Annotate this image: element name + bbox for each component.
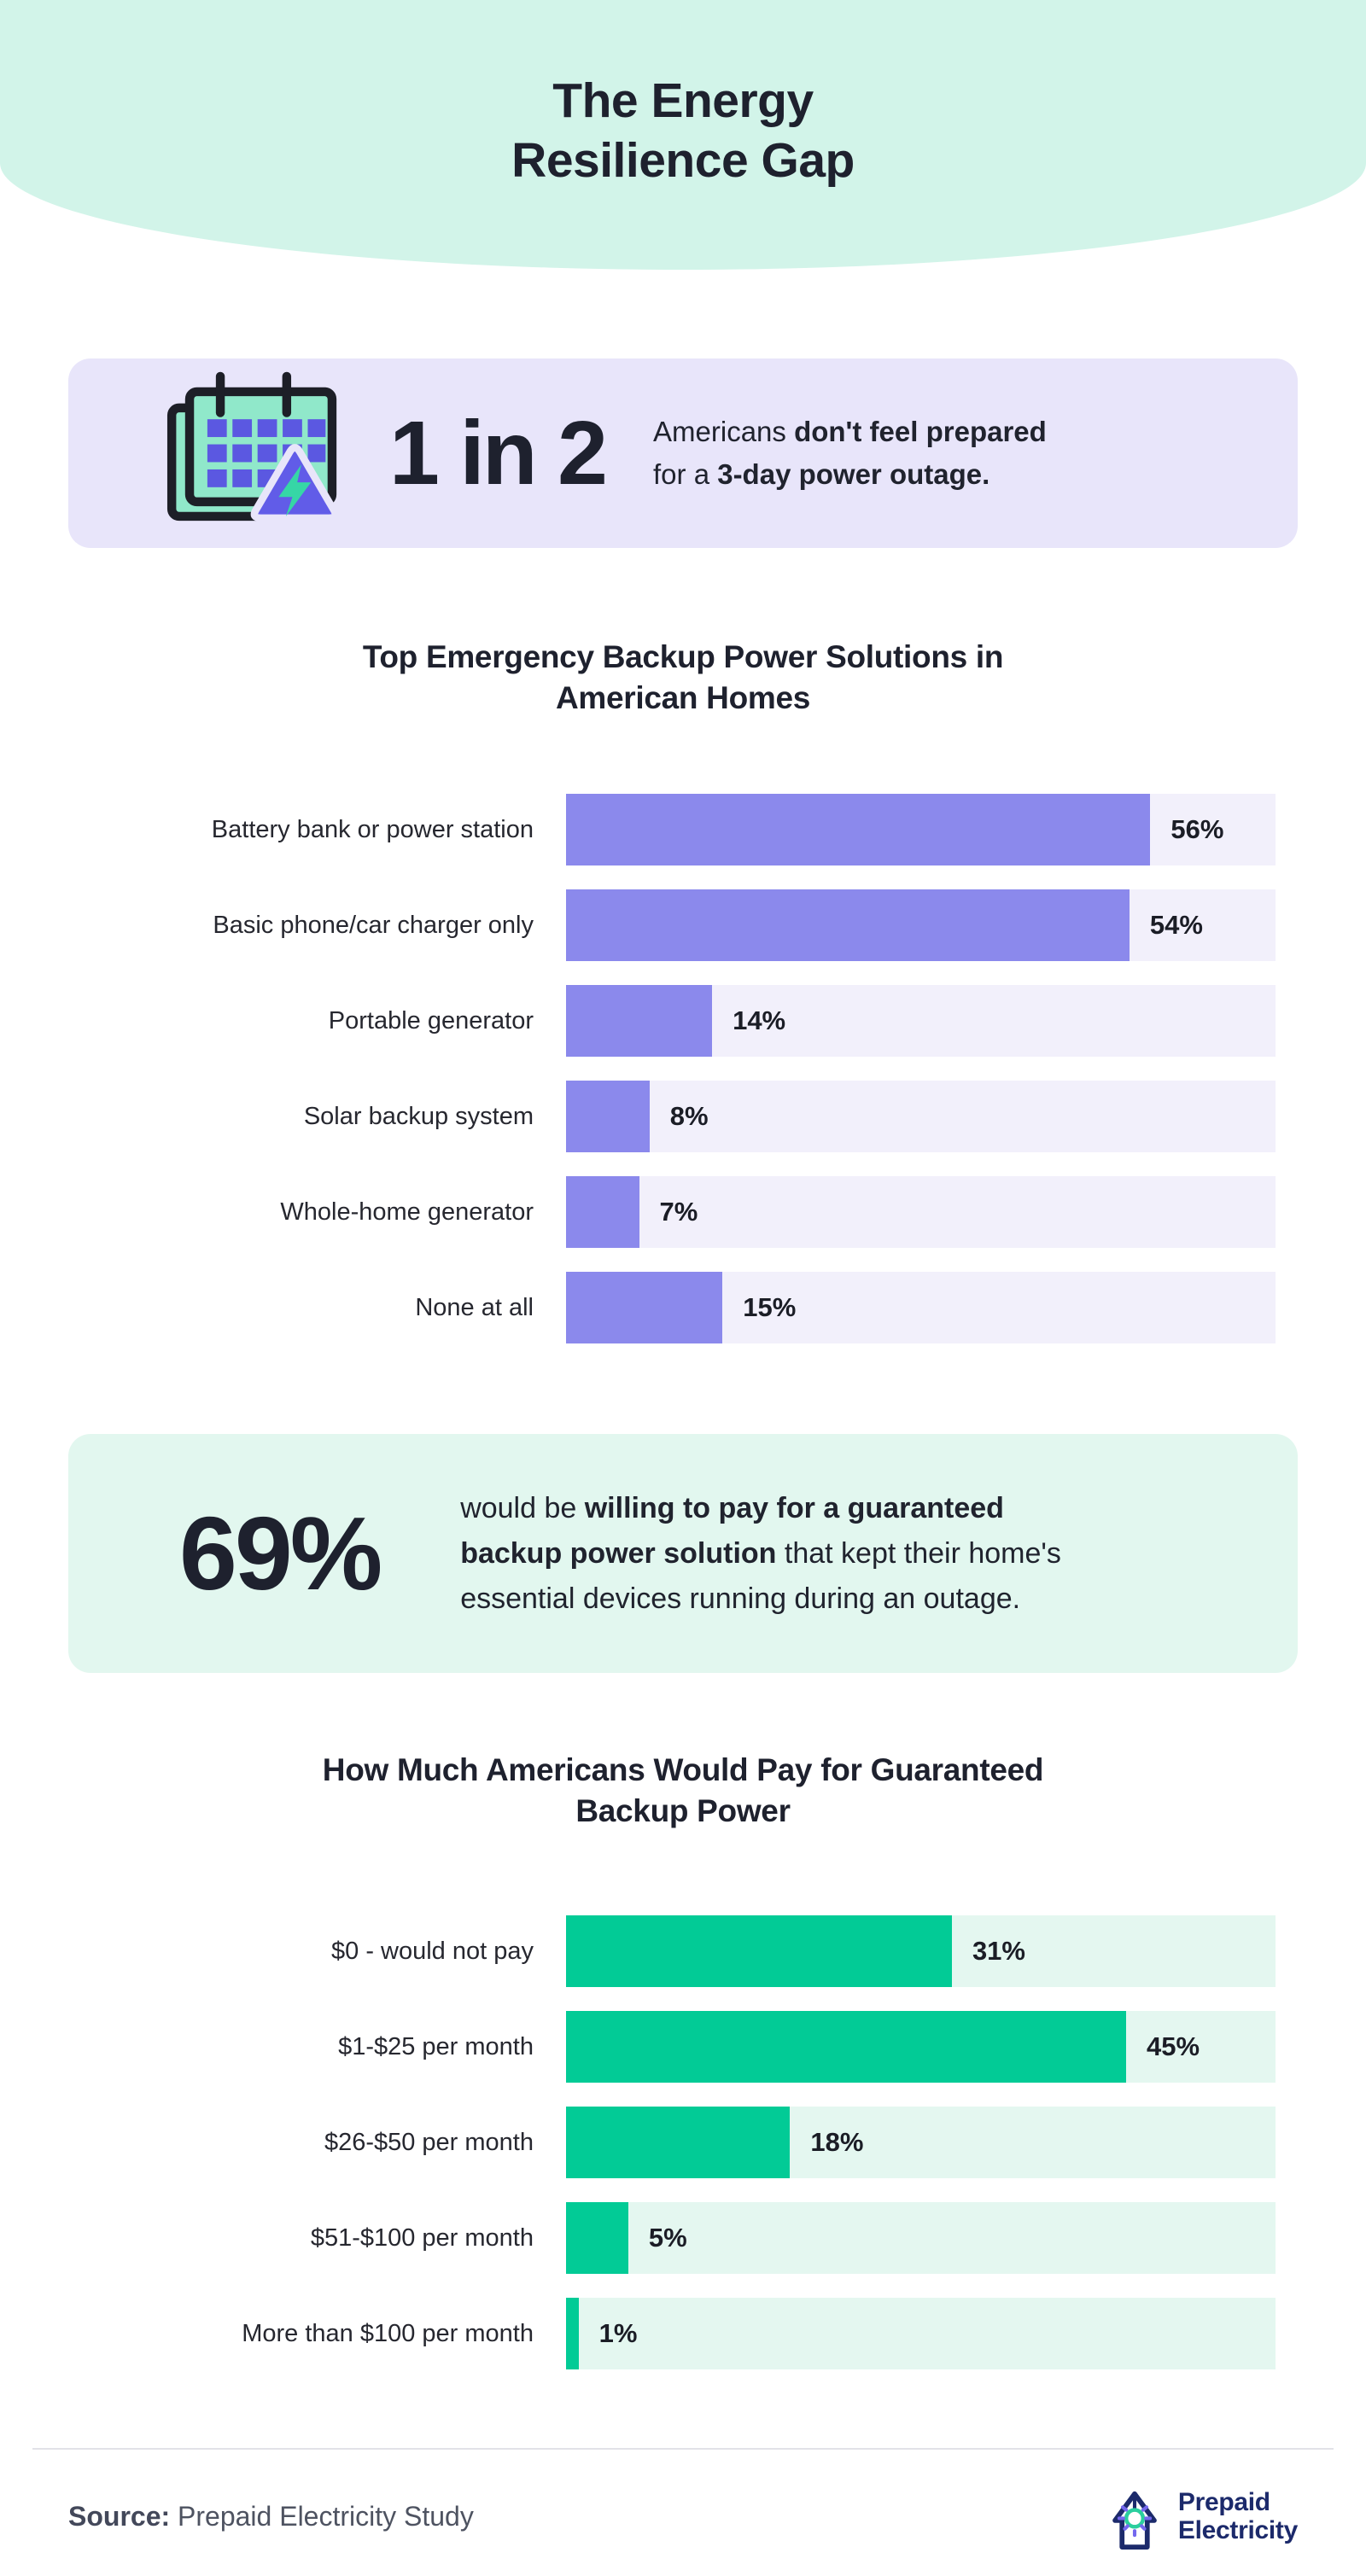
bar-fill — [566, 889, 1130, 962]
bar-category-label: Whole-home generator — [280, 1198, 534, 1226]
bar-category-label: Basic phone/car charger only — [213, 911, 534, 939]
bar-value-label: 45% — [1147, 2031, 1200, 2062]
source-text: Prepaid Electricity Study — [178, 2500, 474, 2532]
backup-solutions-chart: Battery bank or power station 56% Basic … — [68, 794, 1298, 1344]
bar-category-label: $0 - would not pay — [331, 1937, 534, 1965]
bar-track: 18% — [566, 2107, 1276, 2179]
footer-row: Source: Prepaid Electricity Study — [0, 2450, 1366, 2554]
chart-bar-row: Basic phone/car charger only 54% — [68, 889, 1276, 962]
footer-divider — [32, 2448, 1334, 2451]
chart-title-pay-amounts: How Much Americans Would Pay for Guarant… — [322, 1752, 1044, 1829]
outage-stat-text: Americans don't feel prepared for a 3-da… — [653, 411, 1047, 496]
content-container: 1 in 2 Americans don't feel prepared for… — [68, 358, 1298, 2370]
hero-header: The Energy Resilience Gap — [0, 0, 1366, 270]
bar-value-label: 7% — [659, 1197, 698, 1227]
bar-track: 14% — [566, 985, 1276, 1058]
pay-amounts-chart: $0 - would not pay 31% $1-$25 per month … — [68, 1915, 1298, 2370]
outage-stat-text-line-2: for a 3-day power outage. — [653, 458, 990, 490]
chart-bar-row: Whole-home generator 7% — [68, 1176, 1276, 1249]
chart-bar-row: $51-$100 per month 5% — [68, 2202, 1276, 2275]
bar-fill — [566, 1272, 723, 1344]
page-title: The Energy Resilience Gap — [0, 0, 1366, 190]
bar-track: 15% — [566, 1272, 1276, 1344]
source-label: Source: — [68, 2500, 171, 2532]
bulb-rays — [1117, 2505, 1152, 2538]
chart-bar-row: None at all 15% — [68, 1272, 1276, 1344]
chart-bar-row: Portable generator 14% — [68, 985, 1276, 1058]
willing-stat-text-line-1: would be willing to pay for a guaranteed — [460, 1492, 1004, 1525]
bar-value-label: 56% — [1170, 814, 1224, 845]
chart-bar-row: More than $100 per month 1% — [68, 2298, 1276, 2370]
bar-category-label: $1-$25 per month — [338, 2032, 534, 2060]
bar-track: 45% — [566, 2011, 1276, 2084]
bar-category-label: $51-$100 per month — [310, 2223, 534, 2252]
lightning-bolt — [278, 464, 312, 516]
bar-fill — [566, 1081, 650, 1153]
bar-category-label: None at all — [415, 1293, 534, 1321]
chart-title-backup-solutions: Top Emergency Backup Power Solutions in … — [362, 639, 1004, 716]
page-title-line-1: The Energy — [552, 73, 814, 128]
bar-fill — [566, 985, 713, 1058]
bar-category-label: More than $100 per month — [242, 2319, 534, 2347]
stat-card-willing-to-pay: 69% would be willing to pay for a guaran… — [68, 1434, 1298, 1674]
bar-fill — [566, 1915, 952, 1988]
willing-to-pay-stat-text: would be willing to pay for a guaranteed… — [460, 1486, 1061, 1621]
outage-stat-text-line-1: Americans don't feel prepared — [653, 415, 1047, 447]
footer: Source: Prepaid Electricity Study — [0, 2448, 1366, 2554]
outage-stat-number: 1 in 2 — [389, 402, 608, 504]
bar-category-label: Battery bank or power station — [211, 815, 534, 843]
chart-bar-row: $26-$50 per month 18% — [68, 2107, 1276, 2179]
bar-value-label: 54% — [1149, 910, 1203, 941]
bar-track: 56% — [566, 794, 1276, 866]
chart-bar-row: Battery bank or power station 56% — [68, 794, 1276, 866]
bar-track: 31% — [566, 1915, 1276, 1988]
bar-value-label: 8% — [669, 1101, 709, 1132]
bar-fill — [566, 2011, 1127, 2084]
bulb-icon — [1124, 2508, 1145, 2529]
bar-track: 5% — [566, 2202, 1276, 2275]
chart-bar-row: Solar backup system 8% — [68, 1081, 1276, 1153]
source-note: Source: Prepaid Electricity Study — [68, 2501, 474, 2532]
bar-fill — [566, 2107, 791, 2179]
chart-bar-row: $0 - would not pay 31% — [68, 1915, 1276, 1988]
chart-bar-row: $1-$25 per month 45% — [68, 2011, 1276, 2084]
willing-stat-text-line-3: essential devices running during an outa… — [460, 1582, 1021, 1615]
logo-wordmark: Prepaid Electricity — [1177, 2487, 1298, 2545]
calendar-outage-icon — [166, 371, 339, 522]
bar-value-label: 15% — [743, 1292, 797, 1323]
bar-track: 1% — [566, 2298, 1276, 2370]
stat-card-outage-preparedness: 1 in 2 Americans don't feel prepared for… — [68, 358, 1298, 548]
bar-value-label: 5% — [648, 2223, 687, 2253]
willing-to-pay-stat-number: 69% — [179, 1495, 382, 1612]
bar-category-label: Portable generator — [328, 1006, 534, 1034]
bar-category-label: $26-$50 per month — [324, 2128, 534, 2156]
bar-fill — [566, 794, 1151, 866]
bar-value-label: 31% — [972, 1936, 1025, 1967]
logo-house-bulb-icon — [1112, 2491, 1157, 2550]
bar-value-label: 1% — [598, 2318, 638, 2349]
page-title-line-2: Resilience Gap — [511, 132, 855, 188]
bar-fill — [566, 1176, 639, 1249]
bar-value-label: 18% — [810, 2127, 864, 2158]
bar-fill — [566, 2202, 628, 2275]
prepaid-electricity-logo: Prepaid Electricity — [1100, 2479, 1298, 2554]
bar-track: 8% — [566, 1081, 1276, 1153]
bar-value-label: 14% — [733, 1005, 786, 1036]
bar-track: 7% — [566, 1176, 1276, 1249]
bar-track: 54% — [566, 889, 1276, 962]
willing-stat-text-line-2: backup power solution that kept their ho… — [460, 1536, 1061, 1570]
bar-fill — [566, 2298, 579, 2370]
bar-category-label: Solar backup system — [303, 1102, 534, 1130]
